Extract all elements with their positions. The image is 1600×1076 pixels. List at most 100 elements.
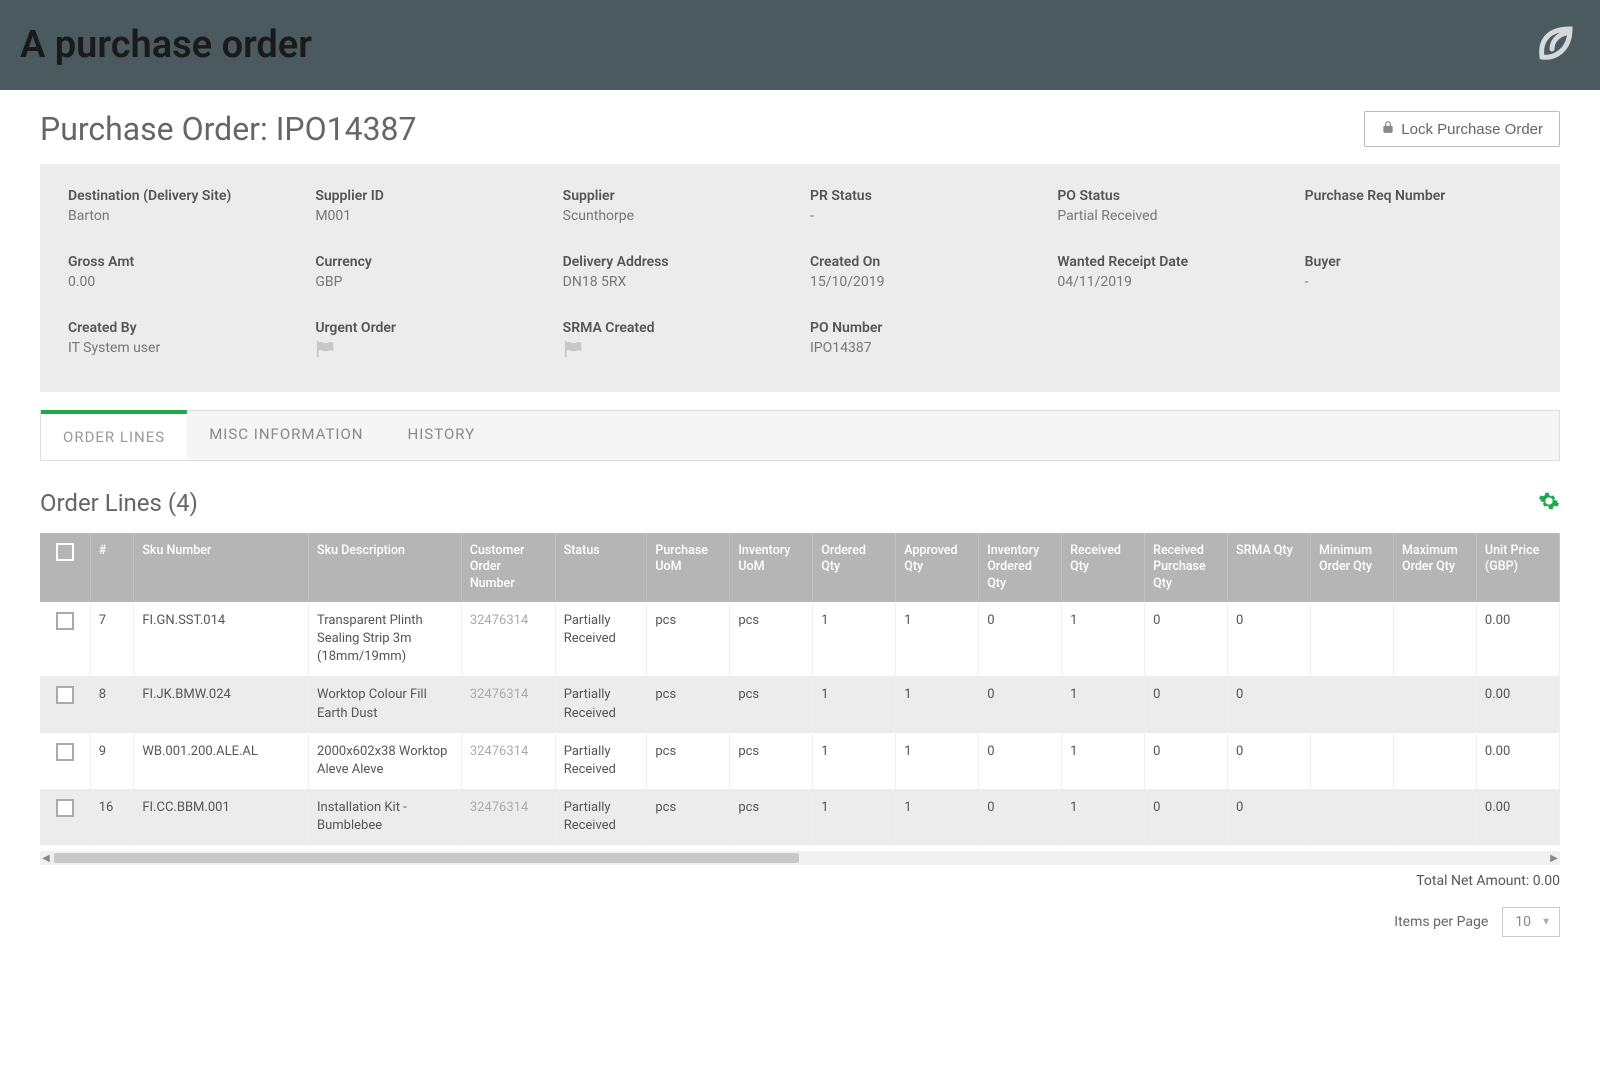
scrollbar-thumb[interactable]: [54, 853, 799, 863]
column-header[interactable]: Received Purchase Qty: [1145, 533, 1228, 602]
info-label: Delivery Address: [563, 254, 790, 270]
info-label: Supplier ID: [315, 188, 542, 204]
table-cell: 1: [896, 789, 979, 845]
table-cell: 0: [1145, 602, 1228, 677]
info-item: [1305, 320, 1532, 362]
info-label: PO Status: [1057, 188, 1284, 204]
info-item: [1057, 320, 1284, 362]
column-header[interactable]: Customer Order Number: [461, 533, 555, 602]
row-checkbox[interactable]: [56, 743, 74, 761]
info-label: Supplier: [563, 188, 790, 204]
column-header[interactable]: Inventory Ordered Qty: [979, 533, 1062, 602]
tab-order-lines[interactable]: ORDER LINES: [41, 410, 187, 460]
table-cell: 32476314: [461, 602, 555, 677]
column-header[interactable]: Approved Qty: [896, 533, 979, 602]
table-cell: [40, 602, 90, 677]
info-item: Created On15/10/2019: [810, 254, 1037, 290]
info-item: Buyer-: [1305, 254, 1532, 290]
column-header[interactable]: Status: [555, 533, 647, 602]
table-cell: Installation Kit - Bumblebee: [309, 789, 462, 845]
total-value: 0.00: [1533, 873, 1560, 889]
table-cell: 0: [1145, 733, 1228, 789]
row-checkbox[interactable]: [56, 612, 74, 630]
table-cell: 32476314: [461, 733, 555, 789]
info-item: Purchase Req Number: [1305, 188, 1532, 224]
tabs: ORDER LINESMISC INFORMATIONHISTORY: [40, 410, 1560, 461]
info-value: Partial Received: [1057, 208, 1284, 224]
column-header[interactable]: Sku Number: [134, 533, 309, 602]
info-item: CurrencyGBP: [315, 254, 542, 290]
leaf-logo-icon: [1532, 19, 1580, 71]
table-cell: 0: [979, 676, 1062, 732]
table-cell: 0: [979, 602, 1062, 677]
info-value: -: [810, 208, 1037, 224]
table-cell: [1393, 676, 1476, 732]
column-header[interactable]: Maximum Order Qty: [1393, 533, 1476, 602]
info-item: PO NumberIPO14387: [810, 320, 1037, 362]
table-cell: 7: [90, 602, 134, 677]
page-title: Purchase Order: IPO14387: [40, 110, 417, 148]
table-cell: 1: [896, 733, 979, 789]
info-value: Barton: [68, 208, 295, 224]
tab-misc-information[interactable]: MISC INFORMATION: [187, 411, 385, 460]
info-label: Urgent Order: [315, 320, 542, 336]
info-label: Wanted Receipt Date: [1057, 254, 1284, 270]
info-item: Urgent Order: [315, 320, 542, 362]
table-cell: pcs: [730, 676, 813, 732]
table-cell: 0: [979, 789, 1062, 845]
lock-purchase-order-button[interactable]: Lock Purchase Order: [1364, 111, 1560, 147]
table-cell: 0.00: [1476, 602, 1559, 677]
column-header[interactable]: [40, 533, 90, 602]
table-cell: [1393, 733, 1476, 789]
table-cell: Partially Received: [555, 676, 647, 732]
horizontal-scrollbar[interactable]: ◀ ▶: [40, 851, 1560, 865]
table-cell: 1: [896, 602, 979, 677]
column-header[interactable]: SRMA Qty: [1228, 533, 1311, 602]
column-header[interactable]: Sku Description: [309, 533, 462, 602]
column-header[interactable]: Inventory UoM: [730, 533, 813, 602]
table-cell: FI.GN.SST.014: [134, 602, 309, 677]
table-row[interactable]: 16FI.CC.BBM.001Installation Kit - Bumble…: [40, 789, 1560, 845]
info-label: Purchase Req Number: [1305, 188, 1532, 204]
table-cell: [40, 733, 90, 789]
scroll-right-arrow-icon[interactable]: ▶: [1548, 853, 1560, 864]
items-per-page-select[interactable]: 10 ▼: [1502, 907, 1560, 937]
row-checkbox[interactable]: [56, 799, 74, 817]
column-header[interactable]: Minimum Order Qty: [1311, 533, 1394, 602]
table-cell: WB.001.200.ALE.AL: [134, 733, 309, 789]
table-cell: 9: [90, 733, 134, 789]
table-cell: FI.JK.BMW.024: [134, 676, 309, 732]
banner-title: A purchase order: [20, 23, 312, 67]
column-header[interactable]: Purchase UoM: [647, 533, 730, 602]
lock-button-label: Lock Purchase Order: [1401, 121, 1543, 138]
column-header[interactable]: #: [90, 533, 134, 602]
table-cell: pcs: [730, 602, 813, 677]
column-header[interactable]: Received Qty: [1062, 533, 1145, 602]
info-item: Created ByIT System user: [68, 320, 295, 362]
info-item: Destination (Delivery Site)Barton: [68, 188, 295, 224]
table-cell: Worktop Colour Fill Earth Dust: [309, 676, 462, 732]
column-header[interactable]: Unit Price (GBP): [1476, 533, 1559, 602]
column-header[interactable]: Ordered Qty: [813, 533, 896, 602]
table-cell: [1311, 789, 1394, 845]
select-all-checkbox[interactable]: [56, 543, 74, 561]
table-row[interactable]: 7FI.GN.SST.014Transparent Plinth Sealing…: [40, 602, 1560, 677]
tab-history[interactable]: HISTORY: [386, 411, 498, 460]
table-cell: pcs: [647, 602, 730, 677]
flag-icon: [315, 340, 337, 362]
table-cell: 1: [813, 733, 896, 789]
table-cell: 2000x602x38 Worktop Aleve Aleve: [309, 733, 462, 789]
row-checkbox[interactable]: [56, 686, 74, 704]
table-cell: 1: [1062, 733, 1145, 789]
info-item: SRMA Created: [563, 320, 790, 362]
info-value: 0.00: [68, 274, 295, 290]
info-value: 04/11/2019: [1057, 274, 1284, 290]
table-cell: pcs: [647, 676, 730, 732]
table-row[interactable]: 8FI.JK.BMW.024Worktop Colour Fill Earth …: [40, 676, 1560, 732]
table-row[interactable]: 9WB.001.200.ALE.AL2000x602x38 Worktop Al…: [40, 733, 1560, 789]
page-banner: A purchase order: [0, 0, 1600, 90]
gear-icon[interactable]: [1538, 490, 1560, 516]
info-item: PO Status Partial Received: [1057, 188, 1284, 224]
scroll-left-arrow-icon[interactable]: ◀: [40, 853, 52, 864]
table-cell: 0.00: [1476, 789, 1559, 845]
